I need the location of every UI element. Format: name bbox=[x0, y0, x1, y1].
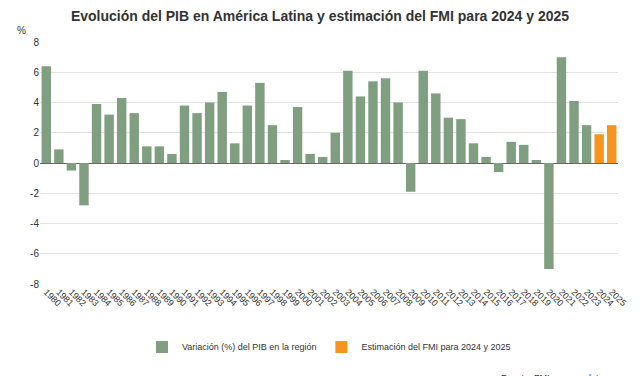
svg-text:-6: -6 bbox=[30, 248, 39, 259]
svg-text:2003: 2003 bbox=[331, 287, 352, 308]
svg-text:Estimación del FMI para 2024 y: Estimación del FMI para 2024 y 2025 bbox=[361, 342, 510, 352]
svg-text:2006: 2006 bbox=[368, 287, 389, 308]
svg-text:2009: 2009 bbox=[406, 287, 427, 308]
svg-text:Fuente: FMI, www.epdata.es: Fuente: FMI, www.epdata.es bbox=[501, 373, 616, 376]
svg-text:2007: 2007 bbox=[381, 287, 402, 308]
svg-text:1984: 1984 bbox=[92, 287, 113, 308]
svg-text:2005: 2005 bbox=[356, 287, 377, 308]
svg-text:4: 4 bbox=[33, 97, 39, 108]
svg-text:2017: 2017 bbox=[507, 287, 528, 308]
svg-text:1994: 1994 bbox=[218, 287, 239, 308]
svg-text:2008: 2008 bbox=[394, 287, 415, 308]
svg-text:Variación (%) del PIB en la re: Variación (%) del PIB en la región bbox=[182, 342, 316, 352]
svg-text:1995: 1995 bbox=[230, 287, 251, 308]
svg-text:1989: 1989 bbox=[155, 287, 176, 308]
svg-text:1985: 1985 bbox=[105, 287, 126, 308]
svg-text:2000: 2000 bbox=[293, 287, 314, 308]
svg-text:1987: 1987 bbox=[130, 287, 151, 308]
svg-text:1991: 1991 bbox=[180, 287, 201, 308]
svg-text:1993: 1993 bbox=[205, 287, 226, 308]
svg-text:2010: 2010 bbox=[419, 287, 440, 308]
svg-text:2021: 2021 bbox=[557, 287, 578, 308]
svg-text:1986: 1986 bbox=[117, 287, 138, 308]
svg-text:2023: 2023 bbox=[582, 287, 603, 308]
svg-text:1990: 1990 bbox=[167, 287, 188, 308]
svg-text:1983: 1983 bbox=[79, 287, 100, 308]
svg-text:8: 8 bbox=[33, 37, 39, 48]
svg-text:2025: 2025 bbox=[607, 287, 628, 308]
svg-text:6: 6 bbox=[33, 67, 39, 78]
svg-text:2012: 2012 bbox=[444, 287, 465, 308]
svg-text:Evolución del PIB en América L: Evolución del PIB en América Latina y es… bbox=[71, 8, 569, 24]
svg-text:2001: 2001 bbox=[306, 287, 327, 308]
svg-text:2018: 2018 bbox=[519, 287, 540, 308]
svg-text:2024: 2024 bbox=[595, 287, 616, 308]
svg-text:1980: 1980 bbox=[42, 287, 63, 308]
svg-text:1998: 1998 bbox=[268, 287, 289, 308]
svg-text:%: % bbox=[17, 25, 26, 36]
svg-text:2004: 2004 bbox=[343, 287, 364, 308]
svg-text:1982: 1982 bbox=[67, 287, 88, 308]
svg-text:1997: 1997 bbox=[255, 287, 276, 308]
svg-text:2013: 2013 bbox=[456, 287, 477, 308]
svg-text:1996: 1996 bbox=[243, 287, 264, 308]
svg-text:-4: -4 bbox=[30, 218, 39, 229]
svg-text:2019: 2019 bbox=[532, 287, 553, 308]
svg-text:2020: 2020 bbox=[544, 287, 565, 308]
svg-text:2: 2 bbox=[33, 127, 39, 138]
svg-text:2016: 2016 bbox=[494, 287, 515, 308]
svg-text:0: 0 bbox=[33, 158, 39, 169]
svg-text:2022: 2022 bbox=[569, 287, 590, 308]
svg-text:1988: 1988 bbox=[142, 287, 163, 308]
svg-text:-8: -8 bbox=[30, 279, 39, 290]
svg-text:1999: 1999 bbox=[280, 287, 301, 308]
svg-text:2011: 2011 bbox=[431, 287, 452, 308]
svg-text:1992: 1992 bbox=[192, 287, 213, 308]
svg-text:2015: 2015 bbox=[481, 287, 502, 308]
svg-text:-2: -2 bbox=[30, 188, 39, 199]
svg-text:2002: 2002 bbox=[318, 287, 339, 308]
svg-text:1981: 1981 bbox=[54, 287, 75, 308]
svg-text:2014: 2014 bbox=[469, 287, 490, 308]
